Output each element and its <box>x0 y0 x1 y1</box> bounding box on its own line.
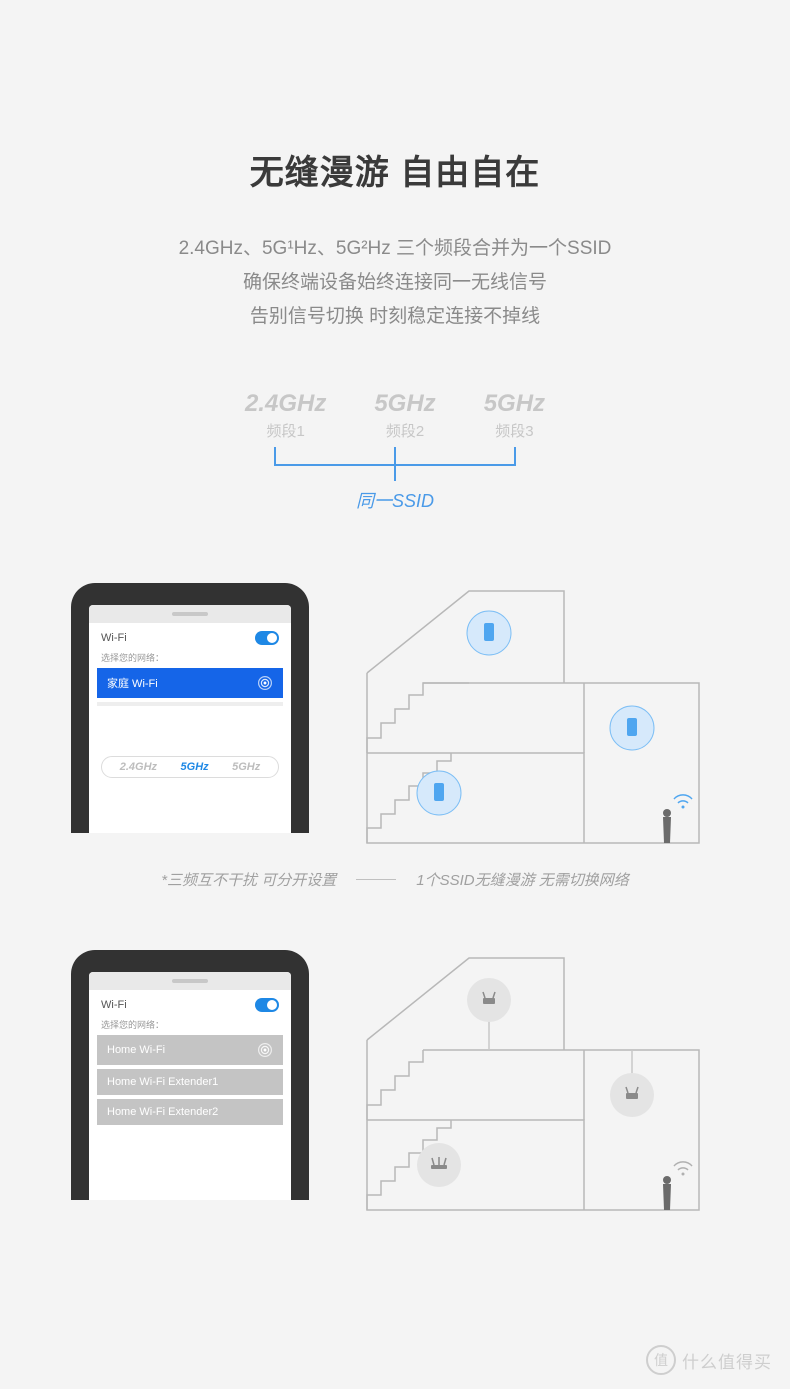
subtitle-line-3: 告别信号切换 时刻稳定连接不掉线 <box>0 300 790 334</box>
page-title: 无缝漫游 自由自在 <box>0 0 790 194</box>
network-placeholder <box>97 702 283 706</box>
band-merge-diagram: 2.4GHz 频段1 5GHz 频段2 5GHz 频段3 同一SSID <box>0 390 790 513</box>
pill-24ghz: 2.4GHz <box>120 761 157 773</box>
network2-name-0: Home Wi-Fi <box>107 1044 165 1056</box>
watermark-badge: 值 <box>646 1345 676 1375</box>
caption-right: 1个SSID无缝漫游 无需切换网络 <box>416 869 629 890</box>
choose-label-2: 选择您的网络： <box>89 1018 291 1035</box>
band-label-3: 频段3 <box>484 420 545 441</box>
caption-row-1: *三频互不干扰 可分开设置 1个SSID无缝漫游 无需切换网络 <box>0 869 790 890</box>
band-freq-2: 5GHz <box>374 390 435 418</box>
bracket-icon <box>245 447 545 481</box>
phone-mock-1: Wi-Fi 选择您的网络： 家庭 Wi-Fi 2.4GHz 5GHz 5GHz <box>71 583 309 833</box>
house-diagram-1 <box>359 583 719 853</box>
wifi-header-1: Wi-Fi <box>89 623 291 651</box>
wifi-label-1: Wi-Fi <box>101 632 127 644</box>
band-item-1: 2.4GHz 频段1 <box>245 390 326 441</box>
band-label-1: 频段1 <box>245 420 326 441</box>
phone-mock-2: Wi-Fi 选择您的网络： Home Wi-Fi Home Wi-Fi Exte… <box>71 950 309 1200</box>
wifi-toggle-1[interactable] <box>255 631 279 645</box>
network2-name-2: Home Wi-Fi Extender2 <box>107 1106 218 1118</box>
house-diagram-2 <box>359 950 719 1220</box>
subtitle-block: 2.4GHz、5G¹Hz、5G²Hz 三个频段合并为一个SSID 确保终端设备始… <box>0 232 790 335</box>
network-item-ext1[interactable]: Home Wi-Fi Extender1 <box>97 1069 283 1095</box>
watermark-text: 什么值得买 <box>682 1348 772 1373</box>
band-freq-1: 2.4GHz <box>245 390 326 418</box>
wifi-signal-icon-2 <box>257 1042 273 1058</box>
network2-name-1: Home Wi-Fi Extender1 <box>107 1076 218 1088</box>
band-item-3: 5GHz 频段3 <box>484 390 545 441</box>
caption-left: *三频互不干扰 可分开设置 <box>161 869 336 890</box>
wifi-toggle-2[interactable] <box>255 998 279 1012</box>
network-item-ext2[interactable]: Home Wi-Fi Extender2 <box>97 1099 283 1125</box>
network-name-1: 家庭 Wi-Fi <box>107 675 158 691</box>
wifi-signal-icon <box>257 675 273 691</box>
band-label-2: 频段2 <box>374 420 435 441</box>
pill-5ghz-2: 5GHz <box>232 761 260 773</box>
wifi-header-2: Wi-Fi <box>89 990 291 1018</box>
band-item-2: 5GHz 频段2 <box>374 390 435 441</box>
ssid-label: 同一SSID <box>0 487 790 513</box>
pill-5ghz-active: 5GHz <box>181 761 209 773</box>
choose-label-1: 选择您的网络： <box>89 651 291 668</box>
band-pills: 2.4GHz 5GHz 5GHz <box>101 756 279 778</box>
phone-notch <box>89 605 291 623</box>
subtitle-line-1: 2.4GHz、5G¹Hz、5G²Hz 三个频段合并为一个SSID <box>0 232 790 266</box>
network-item-home2[interactable]: Home Wi-Fi <box>97 1035 283 1065</box>
band-freq-3: 5GHz <box>484 390 545 418</box>
network-item-home[interactable]: 家庭 Wi-Fi <box>97 668 283 698</box>
row-2: Wi-Fi 选择您的网络： Home Wi-Fi Home Wi-Fi Exte… <box>0 950 790 1220</box>
phone-notch-2 <box>89 972 291 990</box>
subtitle-line-2: 确保终端设备始终连接同一无线信号 <box>0 266 790 300</box>
caption-divider <box>356 879 396 880</box>
watermark: 值 什么值得买 <box>646 1345 772 1375</box>
wifi-label-2: Wi-Fi <box>101 999 127 1011</box>
row-1: Wi-Fi 选择您的网络： 家庭 Wi-Fi 2.4GHz 5GHz 5GHz <box>0 583 790 853</box>
